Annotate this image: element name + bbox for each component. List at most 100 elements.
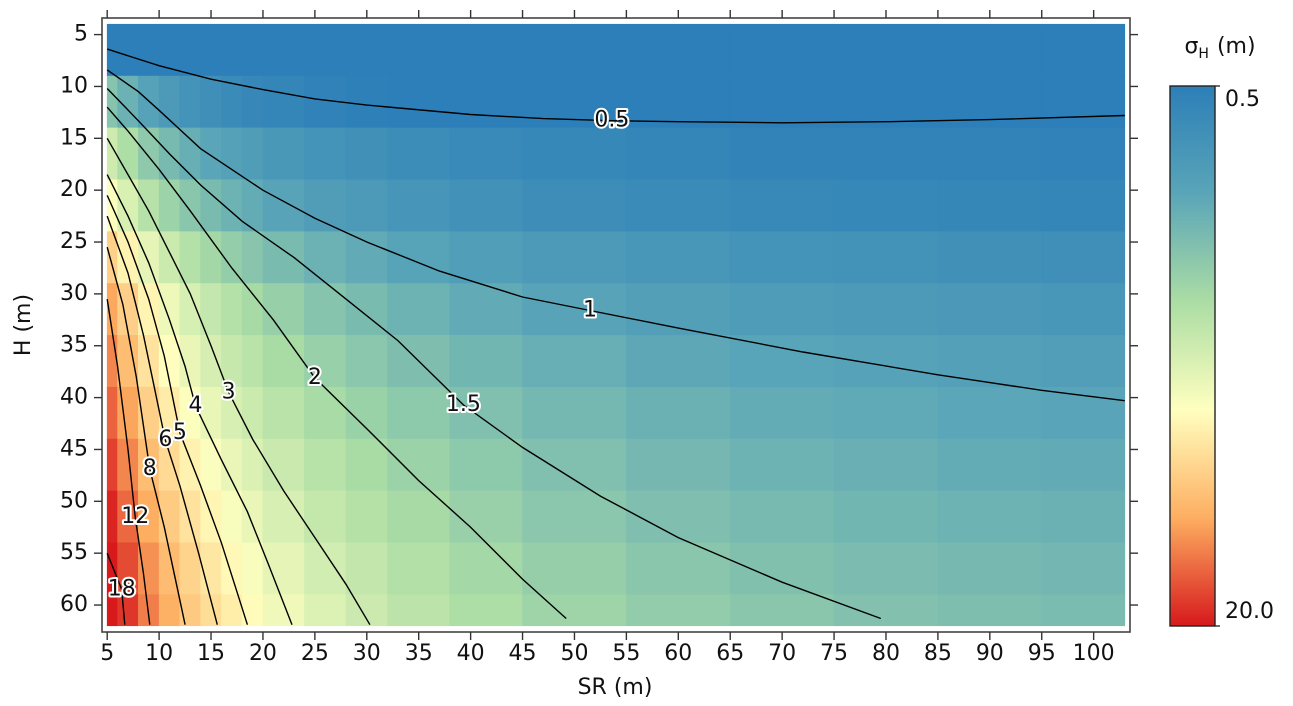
contour-line	[106, 215, 218, 625]
heatmap-cell	[106, 335, 118, 388]
heatmap-cell	[221, 23, 243, 77]
heatmap-cell	[387, 283, 451, 336]
heatmap-cell	[937, 335, 1043, 388]
heatmap-cell	[241, 127, 264, 181]
heatmap-cell	[449, 283, 523, 336]
heatmap-cell	[138, 75, 160, 129]
heatmap-cell	[937, 283, 1043, 336]
heatmap-cell	[106, 490, 118, 544]
heatmap-cell	[241, 386, 264, 440]
heatmap-cell	[304, 438, 347, 492]
heatmap-cell	[221, 127, 243, 181]
y-tick-label: 20	[60, 177, 88, 202]
heatmap-cell	[262, 127, 305, 181]
heatmap-cell	[262, 386, 305, 440]
x-tick-label: 85	[924, 641, 952, 666]
heatmap-cell	[241, 438, 264, 492]
heatmap-cell	[262, 179, 305, 232]
heatmap-cell	[387, 75, 451, 129]
y-tick-label: 25	[60, 229, 88, 254]
heatmap-cell	[522, 231, 627, 284]
heatmap-cell	[729, 75, 835, 129]
colorbar-title-symbol: σ	[1184, 34, 1198, 59]
heatmap-cell	[626, 335, 731, 388]
heatmap-cell	[522, 179, 627, 232]
heatmap-cell	[626, 438, 731, 492]
y-tick-label: 40	[60, 385, 88, 410]
heatmap-cell	[200, 386, 222, 440]
heatmap-cell	[262, 594, 305, 627]
heatmap-cell	[449, 231, 523, 284]
heatmap-cell	[833, 386, 939, 440]
heatmap-cell	[304, 283, 347, 336]
x-tick-label: 90	[976, 641, 1004, 666]
heatmap-cell	[522, 23, 627, 77]
heatmap-cell	[138, 542, 160, 595]
colorbar	[1169, 85, 1216, 627]
heatmap-cell	[158, 283, 181, 336]
heatmap-cell	[241, 283, 264, 336]
heatmap-cell	[179, 75, 201, 129]
heatmap-cell	[241, 542, 264, 595]
heatmap-cell	[1041, 127, 1126, 181]
heatmap-cell	[729, 23, 835, 77]
x-tick-label: 10	[145, 641, 173, 666]
heatmap-cell	[522, 335, 627, 388]
heatmap-cell	[1041, 490, 1126, 544]
contour-line	[106, 247, 186, 625]
contour-label: 4	[188, 393, 202, 418]
heatmap-cell	[387, 386, 451, 440]
heatmap-cell	[937, 231, 1043, 284]
x-tick-label: 75	[820, 641, 848, 666]
contour-label: 5	[173, 420, 187, 445]
colorbar-tick-label: 0.5	[1225, 87, 1260, 112]
y-tick-label: 30	[60, 281, 88, 306]
heatmap-cell	[106, 75, 118, 129]
heatmap-cell	[345, 438, 388, 492]
y-tick-label: 55	[60, 540, 88, 565]
heatmap-cell	[345, 75, 388, 129]
x-tick-label: 30	[353, 641, 381, 666]
heatmap-cell	[626, 127, 731, 181]
heatmap-cell	[1041, 23, 1126, 77]
heatmap-cell	[449, 179, 523, 232]
heatmap-cell	[200, 438, 222, 492]
contour-label: 3	[222, 379, 236, 404]
heatmap-cell	[304, 594, 347, 627]
heatmap-cell	[833, 283, 939, 336]
heatmap-cell	[833, 179, 939, 232]
heatmap-cell	[729, 438, 835, 492]
heatmap-cell	[626, 75, 731, 129]
heatmap-cell	[200, 75, 222, 129]
heatmap-cell	[241, 594, 264, 627]
contour-label: 0.5	[594, 108, 629, 133]
heatmap-cell	[117, 127, 139, 181]
plot-frame	[101, 17, 1131, 633]
heatmap-cell	[117, 283, 139, 336]
heatmap-cell	[345, 594, 388, 627]
heatmap-cell	[387, 438, 451, 492]
heatmap-cell	[179, 594, 201, 627]
contour-label: 12	[121, 504, 149, 529]
heatmap-cell	[833, 75, 939, 129]
contour-label: 2	[308, 365, 322, 390]
heatmap-cell	[833, 231, 939, 284]
heatmap-cell	[729, 386, 835, 440]
heatmap-cell	[522, 127, 627, 181]
heatmap-cell	[729, 231, 835, 284]
heatmap-cell	[345, 127, 388, 181]
heatmap-cell	[304, 542, 347, 595]
heatmap-cell	[241, 23, 264, 77]
heatmap-cell	[937, 23, 1043, 77]
x-tick-label: 25	[301, 641, 329, 666]
heatmap-cell	[522, 438, 627, 492]
heatmap-cell	[937, 438, 1043, 492]
heatmap-cell	[241, 335, 264, 388]
colorbar-title-unit: (m)	[1217, 34, 1256, 59]
heatmap-cell	[345, 335, 388, 388]
heatmap-cell	[387, 542, 451, 595]
heatmap-cell	[200, 23, 222, 77]
y-axis-label: H (m)	[11, 294, 36, 356]
